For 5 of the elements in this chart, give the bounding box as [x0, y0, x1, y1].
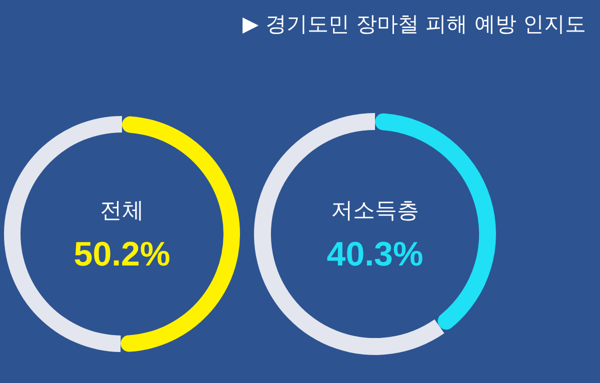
slice-label: 저소득층: [331, 198, 419, 224]
data-label: 50.2%: [74, 235, 170, 274]
text: ▶ 경기도민 장마철 피해 예방 인지도: [242, 11, 586, 38]
slice-label: 전체: [100, 198, 144, 224]
data-label: 40.3%: [326, 235, 424, 274]
